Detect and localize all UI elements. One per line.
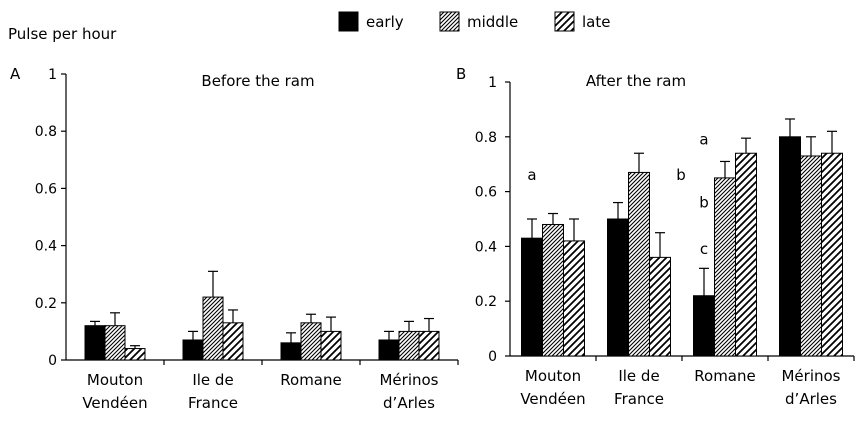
y-tick-label: 0.8 (475, 130, 497, 146)
bar-late (649, 256, 671, 357)
bar-late (735, 152, 757, 357)
panel-title: After the ram (586, 72, 686, 90)
significance-letter: b (676, 166, 686, 184)
legend-label-early: early (366, 13, 404, 31)
panel-title: Before the ram (201, 72, 314, 90)
bar-early (84, 325, 106, 361)
bar-late (563, 240, 585, 357)
y-tick-label: 0.2 (35, 296, 57, 312)
significance-letter: a (527, 166, 536, 184)
y-tick-label: 0 (48, 353, 57, 369)
legend-label-middle: middle (467, 13, 518, 31)
bar-late (222, 322, 244, 361)
significance-letter: c (700, 240, 708, 258)
bar-middle (202, 296, 224, 361)
bar-late (418, 330, 440, 361)
panel-a: A Before the ram 0 0.2 0.4 0.6 0.8 1 Mouton Vendé… (10, 65, 459, 412)
bar-early (521, 237, 543, 357)
bar-middle (714, 177, 736, 357)
y-tick-label: 0.6 (35, 181, 57, 197)
y-tick-label: 1 (48, 67, 57, 83)
bar-late (124, 348, 146, 361)
y-tick-label: 0.6 (475, 185, 497, 201)
y-tick-label: 0.4 (475, 239, 497, 255)
bar-middle (300, 322, 322, 361)
category-label: Mérinos d’Arles (379, 371, 438, 412)
legend: early middle late (338, 11, 610, 32)
category-label: Romane (694, 367, 755, 385)
category-label: Ile de France (188, 371, 238, 412)
y-tick-label: 0 (488, 349, 497, 365)
legend-swatch-early (338, 11, 359, 32)
bar-early (182, 339, 204, 361)
category-label: Romane (280, 371, 341, 389)
bar-early (779, 136, 801, 357)
bar-middle (104, 325, 126, 361)
y-tick-label: 0.2 (475, 294, 497, 310)
y-tick-label: 0.4 (35, 239, 57, 255)
bar-early (607, 218, 629, 357)
bar-early (693, 295, 715, 357)
panel-b: B After the ram 0 0.2 0.4 0.6 0.8 1 Mouton Vendée… (456, 65, 855, 408)
legend-label-late: late (582, 13, 610, 31)
y-tick-label: 0.8 (35, 124, 57, 140)
bar-middle (542, 223, 564, 357)
legend-swatch-late (554, 11, 575, 32)
legend-swatch-middle (439, 11, 460, 32)
bar-middle (628, 171, 650, 357)
category-label: Mérinos d’Arles (781, 367, 840, 408)
bar-late (320, 330, 342, 361)
panel-letter: A (10, 65, 21, 83)
y-tick-label: 1 (488, 75, 497, 91)
significance-letter: b (699, 194, 709, 212)
bar-late (821, 152, 843, 357)
bar-early (378, 339, 400, 361)
bar-early (280, 342, 302, 361)
bar-middle (398, 330, 420, 361)
category-label: Mouton Vendéen (520, 367, 585, 408)
category-label: Mouton Vendéen (82, 371, 147, 412)
significance-letter: a (699, 131, 708, 149)
bar-middle (800, 155, 822, 357)
panel-letter: B (456, 65, 466, 83)
category-label: Ile de France (614, 367, 664, 408)
y-axis-label: Pulse per hour (8, 25, 117, 43)
